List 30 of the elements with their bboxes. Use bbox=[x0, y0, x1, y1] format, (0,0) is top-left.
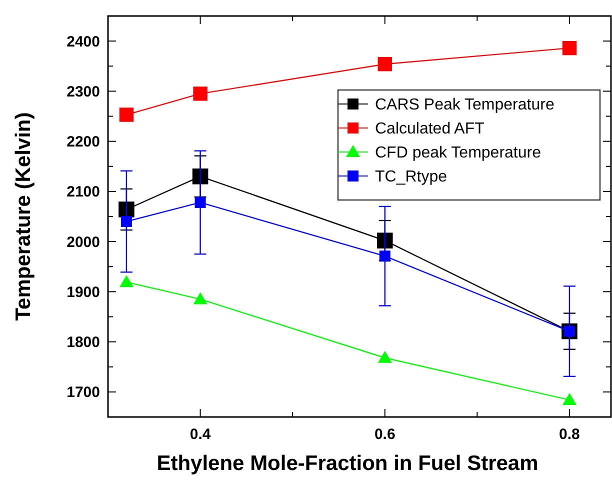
y-axis-title: Temperature (Kelvin) bbox=[12, 112, 35, 321]
legend-label: CARS Peak Temperature bbox=[375, 96, 554, 114]
point bbox=[193, 292, 208, 304]
x-axis-title: Ethylene Mole-Fraction in Fuel Stream bbox=[156, 452, 538, 475]
x-tick-label: 0.8 bbox=[559, 426, 580, 443]
legend-label: Calculated AFT bbox=[375, 120, 485, 138]
point bbox=[194, 196, 206, 208]
y-tick-label: 2100 bbox=[66, 184, 100, 201]
point bbox=[562, 40, 577, 56]
point bbox=[379, 250, 390, 262]
point bbox=[193, 86, 208, 101]
point bbox=[378, 350, 392, 363]
point bbox=[119, 275, 134, 288]
legend-label: CFD peak Temperature bbox=[375, 144, 542, 162]
legend-label: TC_Rtype bbox=[375, 168, 448, 186]
point bbox=[562, 392, 576, 405]
point bbox=[378, 57, 392, 72]
y-tick-label: 2300 bbox=[66, 83, 100, 100]
y-tick-label: 2200 bbox=[66, 134, 100, 151]
y-tick-label: 1700 bbox=[66, 384, 100, 402]
y-tick-label: 1800 bbox=[66, 334, 100, 352]
x-tick-label: 0.6 bbox=[374, 426, 396, 443]
point bbox=[120, 216, 132, 228]
y-tick-label: 2000 bbox=[66, 234, 100, 251]
point bbox=[119, 108, 134, 122]
x-tick-label: 0.4 bbox=[190, 426, 212, 443]
y-tick-label: 1900 bbox=[66, 284, 100, 301]
point bbox=[376, 232, 393, 248]
y-tick-label: 2400 bbox=[66, 33, 100, 50]
point bbox=[192, 168, 208, 184]
